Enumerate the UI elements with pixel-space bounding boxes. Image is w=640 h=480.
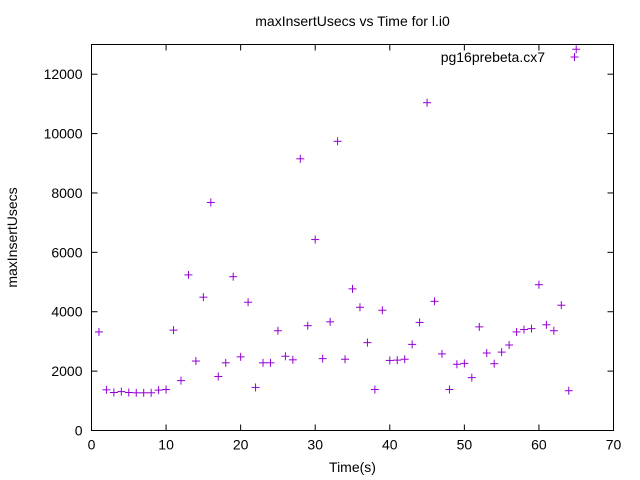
chart-title: maxInsertUsecs vs Time for l.i0 <box>255 13 450 29</box>
data-point <box>415 318 424 327</box>
y-tick-label: 8000 <box>51 185 82 201</box>
data-point <box>147 388 156 397</box>
data-point <box>273 326 282 335</box>
data-point <box>355 303 364 312</box>
data-point <box>393 356 402 365</box>
data-point <box>437 349 446 358</box>
data-point <box>557 301 566 310</box>
data-point <box>370 385 379 394</box>
data-point <box>408 340 417 349</box>
data-point <box>296 154 305 163</box>
data-point <box>154 386 163 395</box>
data-point <box>244 298 253 307</box>
legend-label: pg16prebeta.cx7 <box>441 49 546 65</box>
data-point <box>132 388 141 397</box>
data-point <box>259 358 268 367</box>
data-point <box>184 270 193 279</box>
data-point <box>251 383 260 392</box>
y-tick-label: 2000 <box>51 363 82 379</box>
data-point <box>341 355 350 364</box>
data-point <box>475 322 484 331</box>
y-tick-label: 6000 <box>51 244 82 260</box>
data-point <box>229 272 238 281</box>
data-point <box>505 340 514 349</box>
data-point <box>385 356 394 365</box>
x-tick-label: 70 <box>606 437 622 453</box>
data-point <box>348 284 357 293</box>
x-tick-label: 30 <box>307 437 323 453</box>
data-point <box>520 325 529 334</box>
data-point <box>214 372 223 381</box>
y-tick-label: 4000 <box>51 304 82 320</box>
data-point <box>564 386 573 395</box>
data-point <box>527 324 536 333</box>
x-tick-label: 40 <box>382 437 398 453</box>
data-point <box>549 326 558 335</box>
plot-frame <box>91 44 614 431</box>
data-point <box>430 297 439 306</box>
data-point <box>206 198 215 207</box>
legend-plus-marker <box>570 53 579 61</box>
data-point <box>281 352 290 361</box>
data-point <box>445 385 454 394</box>
data-point <box>266 358 275 367</box>
legend: pg16prebeta.cx7 <box>441 49 579 65</box>
data-point <box>452 360 461 369</box>
data-point <box>318 354 327 363</box>
data-point <box>199 293 208 302</box>
y-axis-label: maxInsertUsecs <box>4 187 20 287</box>
x-tick-label: 50 <box>457 437 473 453</box>
data-point <box>176 376 185 385</box>
data-point <box>169 326 178 335</box>
data-point <box>94 327 103 336</box>
data-point <box>162 385 171 394</box>
data-point <box>482 349 491 358</box>
data-point <box>542 320 551 329</box>
y-tick-label: 0 <box>75 423 83 439</box>
data-point <box>423 98 432 107</box>
legend-marker <box>570 53 579 61</box>
data-point <box>311 235 320 244</box>
data-point <box>117 387 126 396</box>
data-point <box>221 358 230 367</box>
data-point <box>102 385 111 394</box>
x-tick-label: 0 <box>88 437 96 453</box>
data-point <box>467 373 476 382</box>
data-point <box>326 317 335 326</box>
data-point <box>109 388 118 397</box>
data-point <box>490 359 499 368</box>
x-tick-label: 20 <box>233 437 249 453</box>
data-point <box>139 388 148 397</box>
y-tick-label: 10000 <box>44 126 83 142</box>
x-tick-label: 60 <box>531 437 547 453</box>
data-point <box>236 352 245 361</box>
data-point <box>333 137 342 146</box>
x-axis-label: Time(s) <box>329 459 376 475</box>
data-point <box>191 357 200 366</box>
data-point <box>534 280 543 289</box>
data-point <box>512 327 521 336</box>
data-point <box>572 45 581 54</box>
series-points <box>94 45 581 397</box>
y-axis: 0 2000 4000 6000 8000 10000 12000 <box>44 66 614 439</box>
y-tick-label: 12000 <box>44 66 83 82</box>
data-point <box>303 321 312 330</box>
data-point <box>378 306 387 315</box>
x-tick-label: 10 <box>158 437 174 453</box>
data-point <box>124 388 133 397</box>
data-point <box>363 338 372 347</box>
data-point <box>288 355 297 364</box>
data-point <box>497 348 506 357</box>
x-axis: 0 10 20 30 40 50 60 70 <box>88 44 622 453</box>
data-point <box>460 359 469 368</box>
data-point <box>400 355 409 364</box>
